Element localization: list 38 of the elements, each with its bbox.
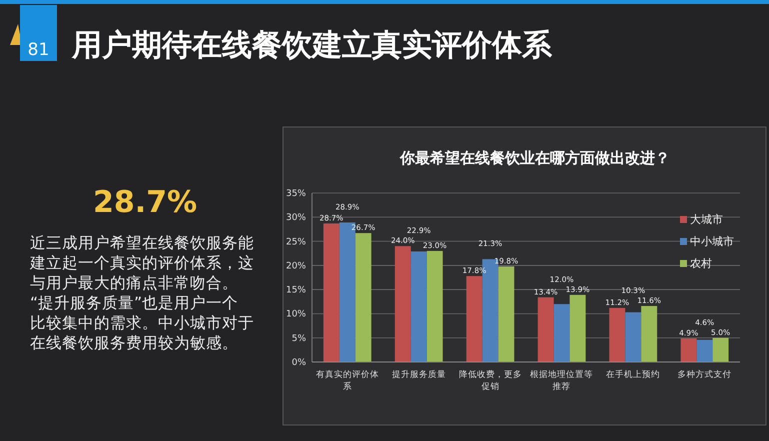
bar [554,304,570,362]
bar [355,233,372,362]
y-tick-label: 20% [286,261,306,272]
x-tick-label: 根据地理位置等推荐 [530,369,594,392]
bar [696,340,713,362]
bar [466,276,482,362]
x-tick-label: 提升服务质量 [392,369,446,380]
legend-label: 大城市 [690,213,723,226]
y-tick-label: 10% [286,310,306,320]
y-tick-label: 35% [286,189,306,199]
bar [426,250,443,362]
x-tick-label: 多种方式支付 [678,369,732,380]
text: 近三成用户希望在线餐饮服务能建立起一个真实的评价体系，这与用户最大的痛点非常吻合。“提升服务质量”也是用户一个比较集中的需求。中小城市对于在线餐饮服务费用较为敏感。 [29,234,254,352]
bar [570,294,586,362]
bar [498,266,514,362]
bar [394,246,411,362]
chart-subtitle: 你最希望在线餐饮业在哪方面做出改进？ [399,149,670,167]
bar [625,312,642,362]
y-tick-label: 15% [286,286,306,296]
x-tick-label: 有真实的评价体系 [316,369,379,392]
y-tick-label: 25% [286,237,306,248]
bar [410,251,427,362]
x-tick-label: 降低收费，更多促销 [458,369,522,392]
x-tick-label: 在手机上预约 [606,369,660,380]
y-tick-label: 30% [286,213,306,224]
y-tick-label: 0% [292,358,306,368]
legend-label: 农村 [690,257,712,270]
text: 28.7% [92,185,198,220]
chart-title: 用户期待在线餐饮建立真实评价体系 [71,28,553,63]
bar [538,297,554,362]
bar [323,223,340,362]
bar [712,338,729,362]
bar [641,306,658,362]
legend-label: 中小城市 [690,235,734,248]
y-tick-label: 5% [292,334,306,344]
text: 81 [28,40,50,60]
bar [609,308,626,362]
bar [680,338,697,362]
